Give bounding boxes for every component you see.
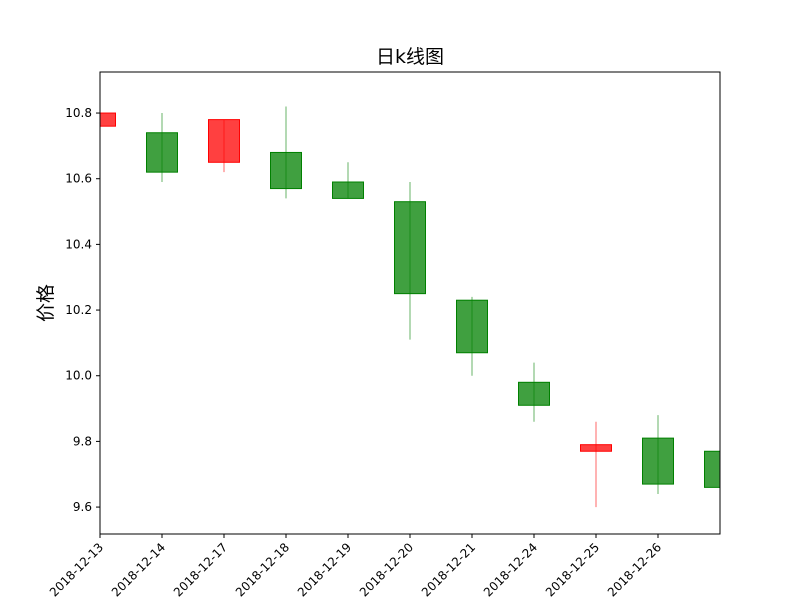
candle-body	[270, 151, 302, 190]
plot-frame	[99, 71, 721, 535]
y-tick-label: 10.6	[65, 172, 92, 186]
y-axis-label: 价格	[35, 284, 57, 322]
candle-body	[580, 444, 612, 452]
x-tick-label: 2018-12-25	[543, 540, 602, 599]
candle-body	[394, 201, 426, 295]
x-tick-label: 2018-12-19	[295, 540, 354, 599]
candles	[100, 106, 720, 508]
candle-body	[332, 181, 364, 199]
candle-body	[642, 437, 674, 485]
candle-body	[208, 119, 240, 163]
y-tick-label: 9.8	[73, 434, 92, 448]
x-axis: 2018-12-13 2018-12-14 2018-12-17 2018-12-18…	[47, 534, 664, 599]
candle-body	[456, 299, 488, 354]
y-tick-label: 9.6	[73, 500, 92, 514]
candle-body	[704, 450, 720, 488]
x-tick-label: 2018-12-13	[47, 540, 106, 599]
x-tick-label: 2018-12-20	[357, 540, 416, 599]
x-tick-label: 2018-12-21	[419, 540, 478, 599]
y-tick-label: 10.0	[65, 369, 92, 383]
candle-body	[518, 381, 550, 406]
candle-body	[100, 112, 116, 127]
candle-body	[146, 132, 178, 173]
x-tick-label: 2018-12-17	[171, 540, 230, 599]
y-tick-label: 10.8	[65, 106, 92, 120]
x-tick-label: 2018-12-24	[481, 540, 540, 599]
x-tick-label: 2018-12-26	[605, 540, 664, 599]
chart-title: 日k线图	[376, 46, 444, 68]
y-tick-label: 10.4	[65, 237, 92, 251]
x-tick-label: 2018-12-14	[109, 540, 168, 599]
y-tick-label: 10.2	[65, 303, 92, 317]
y-axis: 9.6 9.8 10.0 10.2 10.4 10.6 10.8	[65, 106, 100, 514]
x-tick-label: 2018-12-18	[233, 540, 292, 599]
